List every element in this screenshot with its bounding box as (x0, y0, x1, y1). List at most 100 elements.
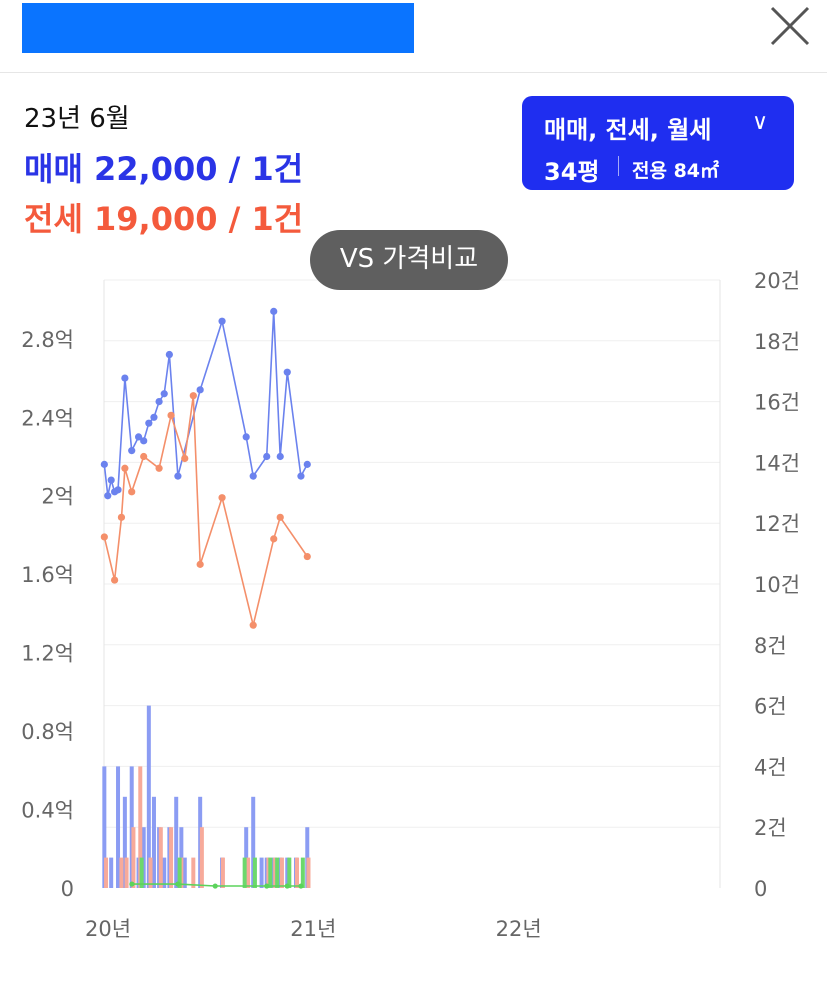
x-tick-label: 21년 (290, 917, 336, 941)
sale_price-point (134, 433, 143, 441)
jeonse_price-point (117, 513, 126, 521)
sale_price-point (165, 350, 173, 359)
sale-volume-bar (251, 796, 256, 888)
jeonse-volume-bar (199, 827, 204, 888)
sale-volume-bar (182, 857, 187, 888)
jeonse_price-point (155, 464, 163, 472)
jeonse_price-point (100, 533, 108, 541)
sale_price-point (140, 437, 148, 445)
close-button[interactable] (766, 4, 814, 48)
sale_price-point (174, 472, 182, 480)
divider (618, 156, 619, 176)
sale-volume-bar (116, 766, 121, 888)
monthly_rent-point (129, 881, 135, 887)
jeonse-volume-bar (119, 857, 124, 888)
jeonse-volume-bar (295, 857, 300, 888)
jeonse_price-point (196, 560, 204, 568)
rent-volume-bar (287, 857, 292, 888)
jeonse_price-point (111, 576, 119, 584)
y-right-tick-label: 4건 (754, 755, 787, 779)
y-left-tick-label: 0.4억 (21, 799, 74, 823)
sale-volume-bar (146, 705, 151, 888)
sale_price-line (103, 311, 309, 496)
rent-volume-bar (275, 857, 280, 888)
y-left-tick-label: 0 (61, 877, 74, 901)
filter-dropdown[interactable]: 매매, 전세, 월세 ∨ 34평 전용 84㎡ (522, 96, 794, 190)
y-right-tick-label: 18건 (754, 330, 800, 354)
area-label: 전용 84㎡ (632, 160, 720, 182)
y-left-tick-label: 2억 (41, 485, 74, 509)
jeonse_price-point (303, 552, 311, 561)
jeonse_price-point (189, 392, 197, 400)
y-right-tick-label: 0 (754, 877, 767, 901)
pyeong-label: 34평 (544, 158, 600, 186)
rent-volume-bar (268, 857, 273, 888)
y-right-tick-label: 6건 (754, 695, 787, 719)
rent-volume-bar (300, 857, 305, 888)
jeonse-volume-bar (306, 857, 311, 888)
monthly_rent-point (212, 883, 218, 889)
jeonse-volume-bar (279, 857, 284, 888)
jeonse-volume-bar (158, 827, 163, 888)
x-tick-label: 22년 (496, 917, 542, 941)
sale_price-point (160, 390, 168, 398)
jeonse_price-point (181, 454, 189, 463)
sale-summary: 매매 22,000 / 1건 (24, 150, 304, 188)
rent-volume-bar (242, 857, 247, 888)
y-left-tick-label: 1.6억 (21, 563, 74, 587)
y-right-tick-label: 12건 (754, 512, 800, 536)
sale_price-point (128, 447, 136, 455)
y-right-tick-label: 10건 (754, 573, 800, 597)
sale-volume-bar (151, 796, 156, 888)
y-right-tick-label: 20건 (754, 269, 800, 293)
sale-volume-bar (285, 857, 290, 888)
sale_price-point (121, 374, 129, 382)
sale_price-point (242, 433, 250, 441)
sale-volume-bar (174, 796, 179, 888)
rent-volume-bar (252, 857, 257, 888)
sale_price-point (276, 452, 284, 461)
sale-volume-bar (102, 766, 107, 888)
brand-banner (22, 3, 414, 53)
close-icon (770, 6, 810, 46)
rent-volume-bar (139, 857, 144, 888)
jeonse_price-line (103, 395, 308, 626)
sale_price-point (270, 307, 278, 315)
sale_price-point (150, 413, 158, 421)
selected-month: 23년 6월 (24, 104, 130, 134)
y-right-tick-label: 2건 (754, 816, 787, 840)
jeonse-volume-bar (169, 827, 174, 888)
sale_price-point (155, 398, 163, 406)
jeonse-volume-bar (273, 857, 278, 888)
jeonse-volume-bar (104, 857, 109, 888)
jeonse-summary: 전세 19,000 / 1건 (24, 200, 304, 238)
sale-volume-bar (122, 796, 127, 888)
jeonse_price-point (276, 513, 284, 521)
jeonse-volume-bar (191, 857, 196, 888)
y-left-tick-label: 2.4억 (21, 406, 74, 430)
monthly_rent-point (298, 883, 304, 889)
jeonse-volume-bar (138, 766, 143, 888)
sale_price-point (107, 476, 115, 484)
jeonse_price-point (249, 621, 257, 629)
sale_price-point (303, 460, 311, 468)
jeonse-volume-bar (246, 857, 251, 888)
vs-compare-button[interactable]: VS 가격비교 (310, 230, 508, 290)
trade-type-label: 매매, 전세, 월세 (544, 116, 712, 144)
y-left-tick-label: 2.8억 (21, 328, 74, 352)
monthly_rent-point (175, 881, 181, 887)
jeonse-volume-bar (131, 827, 136, 888)
sale_price-point (100, 460, 108, 468)
y-left-tick-label: 0.8억 (21, 720, 74, 744)
y-right-tick-label: 14건 (754, 451, 800, 475)
jeonse_price-point (167, 411, 175, 419)
monthly_rent-point (284, 883, 290, 889)
y-right-tick-label: 16건 (754, 391, 800, 415)
jeonse-volume-bar (124, 857, 129, 888)
sale-volume-bar (109, 857, 114, 888)
price-chart: 0 0.4억 0.8억 1.2억 1.6억 2억 2.4억 2.8억 0 2건 4건 6건 8건 10건 1… (21, 269, 800, 941)
monthly_rent-point (264, 883, 270, 889)
y-right-tick-label: 8건 (754, 634, 787, 658)
chevron-down-icon: ∨ (752, 110, 769, 135)
jeonse_price-point (140, 452, 148, 461)
